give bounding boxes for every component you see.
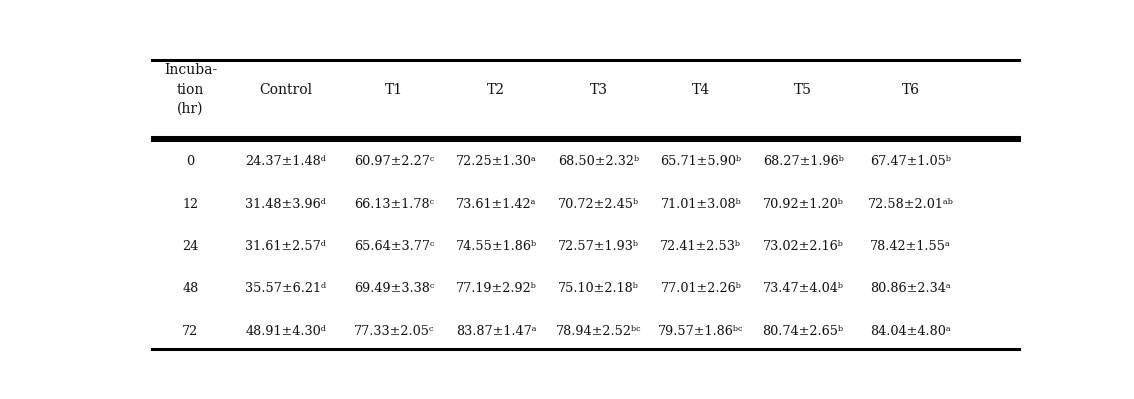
Text: Incuba-: Incuba- — [163, 63, 217, 77]
Text: 68.27±1.96ᵇ: 68.27±1.96ᵇ — [763, 155, 844, 168]
Text: 73.47±4.04ᵇ: 73.47±4.04ᵇ — [762, 282, 844, 296]
Text: 24.37±1.48ᵈ: 24.37±1.48ᵈ — [245, 155, 327, 168]
Text: T3: T3 — [590, 83, 608, 97]
Text: 79.57±1.86ᵇᶜ: 79.57±1.86ᵇᶜ — [658, 325, 744, 338]
Text: 0: 0 — [186, 155, 195, 168]
Text: tion: tion — [177, 83, 204, 97]
Text: 72.25±1.30ᵃ: 72.25±1.30ᵃ — [456, 155, 536, 168]
Text: (hr): (hr) — [177, 102, 204, 116]
Text: 74.55±1.86ᵇ: 74.55±1.86ᵇ — [456, 240, 536, 253]
Text: 67.47±1.05ᵇ: 67.47±1.05ᵇ — [870, 155, 951, 168]
Text: 72: 72 — [183, 325, 198, 338]
Text: 78.42±1.55ᵃ: 78.42±1.55ᵃ — [870, 240, 951, 253]
Text: 83.87±1.47ᵃ: 83.87±1.47ᵃ — [456, 325, 536, 338]
Text: 31.48±3.96ᵈ: 31.48±3.96ᵈ — [245, 198, 327, 211]
Text: 73.02±2.16ᵇ: 73.02±2.16ᵇ — [763, 240, 844, 253]
Text: 24: 24 — [183, 240, 198, 253]
Text: 80.74±2.65ᵇ: 80.74±2.65ᵇ — [762, 325, 844, 338]
Text: 68.50±2.32ᵇ: 68.50±2.32ᵇ — [558, 155, 640, 168]
Text: Control: Control — [260, 83, 312, 97]
Text: 65.64±3.77ᶜ: 65.64±3.77ᶜ — [354, 240, 434, 253]
Text: 48.91±4.30ᵈ: 48.91±4.30ᵈ — [245, 325, 327, 338]
Text: T1: T1 — [386, 83, 403, 97]
Text: T5: T5 — [794, 83, 812, 97]
Text: 35.57±6.21ᵈ: 35.57±6.21ᵈ — [245, 282, 327, 296]
Text: 73.61±1.42ᵃ: 73.61±1.42ᵃ — [456, 198, 536, 211]
Text: 77.19±2.92ᵇ: 77.19±2.92ᵇ — [456, 282, 536, 296]
Text: 72.58±2.01ᵃᵇ: 72.58±2.01ᵃᵇ — [868, 198, 954, 211]
Text: 69.49±3.38ᶜ: 69.49±3.38ᶜ — [354, 282, 434, 296]
Text: 12: 12 — [183, 198, 198, 211]
Text: 72.57±1.93ᵇ: 72.57±1.93ᵇ — [558, 240, 640, 253]
Text: 71.01±3.08ᵇ: 71.01±3.08ᵇ — [660, 198, 742, 211]
Text: 60.97±2.27ᶜ: 60.97±2.27ᶜ — [354, 155, 434, 168]
Text: 72.41±2.53ᵇ: 72.41±2.53ᵇ — [660, 240, 742, 253]
Text: 77.33±2.05ᶜ: 77.33±2.05ᶜ — [354, 325, 434, 338]
Text: T6: T6 — [902, 83, 920, 97]
Text: 70.92±1.20ᵇ: 70.92±1.20ᵇ — [763, 198, 844, 211]
Text: 66.13±1.78ᶜ: 66.13±1.78ᶜ — [354, 198, 434, 211]
Text: T2: T2 — [488, 83, 506, 97]
Text: T4: T4 — [692, 83, 710, 97]
Text: 48: 48 — [183, 282, 198, 296]
Text: 65.71±5.90ᵇ: 65.71±5.90ᵇ — [660, 155, 742, 168]
Text: 80.86±2.34ᵃ: 80.86±2.34ᵃ — [870, 282, 951, 296]
Text: 84.04±4.80ᵃ: 84.04±4.80ᵃ — [870, 325, 951, 338]
Text: 77.01±2.26ᵇ: 77.01±2.26ᵇ — [660, 282, 742, 296]
Text: 31.61±2.57ᵈ: 31.61±2.57ᵈ — [245, 240, 327, 253]
Text: 78.94±2.52ᵇᶜ: 78.94±2.52ᵇᶜ — [556, 325, 642, 338]
Text: 75.10±2.18ᵇ: 75.10±2.18ᵇ — [558, 282, 638, 296]
Text: 70.72±2.45ᵇ: 70.72±2.45ᵇ — [558, 198, 640, 211]
